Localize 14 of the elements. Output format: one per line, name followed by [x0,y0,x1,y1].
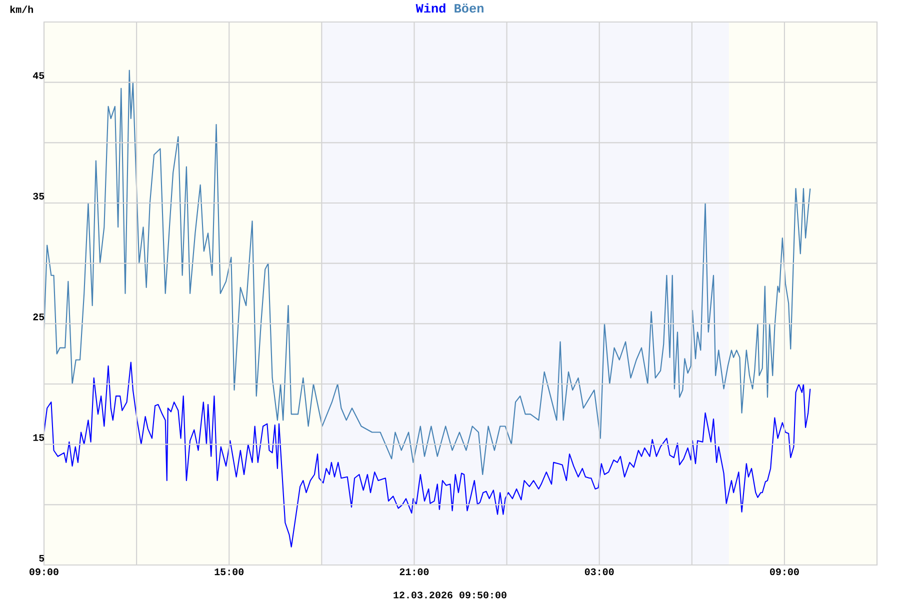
y-tick-label: 15 [33,434,44,441]
y-tick-label: 5 [39,554,44,562]
x-tick-label: 09:00 [770,568,799,576]
y-tick-label: 35 [33,192,44,200]
x-tick-label: 21:00 [400,568,429,576]
x-tick-label: 09:00 [30,568,58,576]
text: 12.03.2026 09:50:00 [394,592,506,598]
x-tick-label: 15:00 [214,568,244,576]
y-axis-title: km/h [10,6,33,13]
y-tick-label: 45 [32,72,44,79]
text: Wind [416,3,446,13]
y-tick-label: 25 [33,314,44,320]
x-tick-label: 03:00 [584,568,614,576]
text: Böen [454,4,484,13]
